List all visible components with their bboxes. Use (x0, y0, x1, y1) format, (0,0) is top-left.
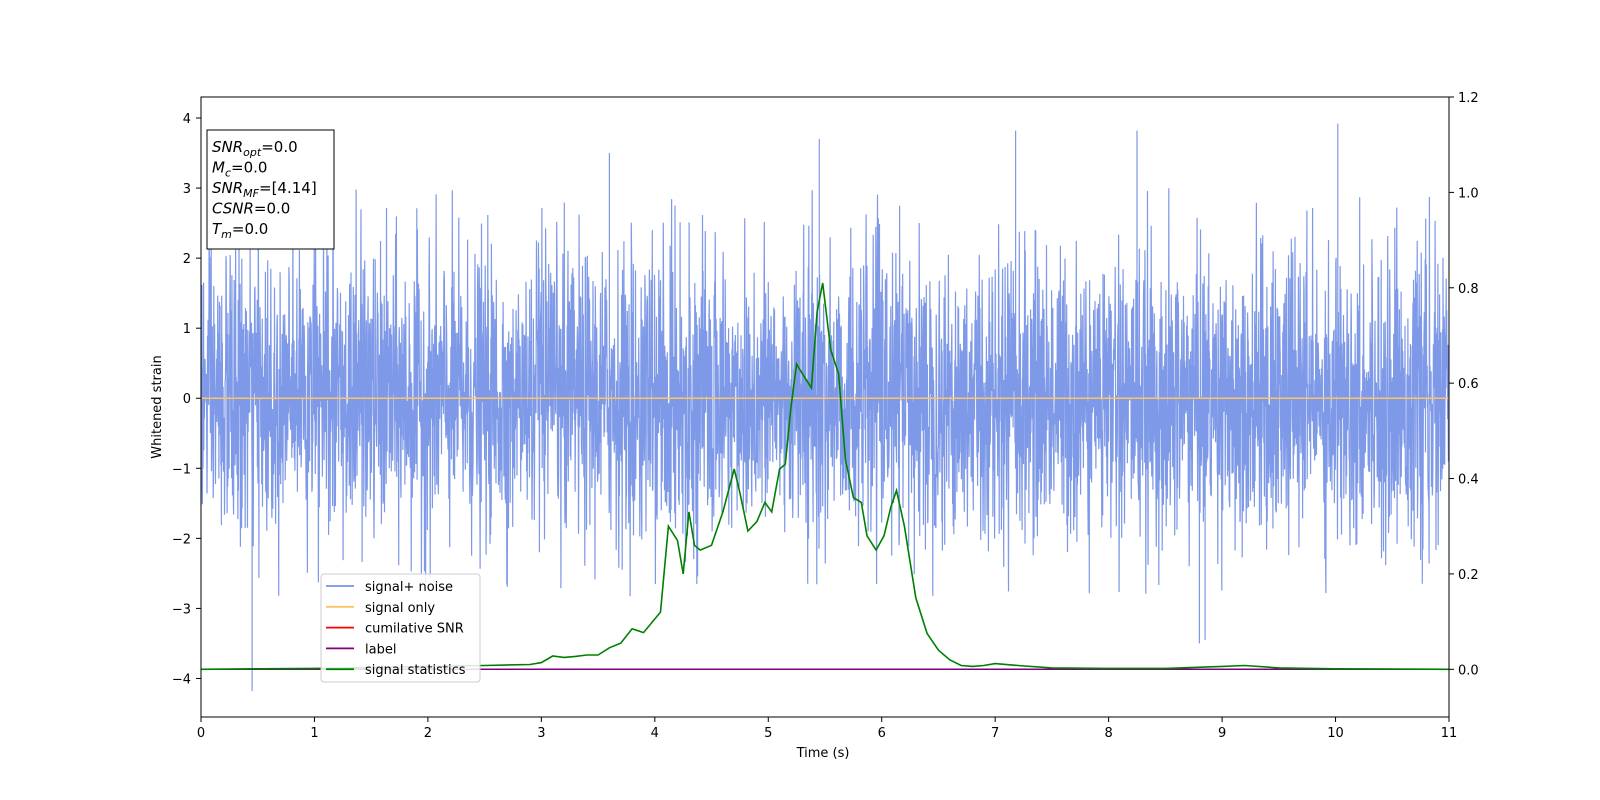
y-right-tick-label: 1.0 (1458, 186, 1479, 201)
annotation-subscript: m (221, 228, 232, 241)
y-axis-right: 1.2 1.0 0.8 0.6 0.4 0.2 0.0 (1449, 91, 1479, 678)
y-axis-left: 4 3 2 1 0 −1 −2 −3 −4 (172, 112, 201, 687)
annotation-frame (206, 129, 335, 250)
signal-statistics-line (201, 282, 1449, 671)
x-tick-label: 1 (310, 726, 318, 741)
annotation-value: =[4.14] (259, 179, 317, 197)
x-tick-label: 4 (651, 726, 659, 741)
metrics-annotation-box: SNRopt=0.0Mc=0.0SNRMF=[4.14]CSNR=0.0Tm=0… (206, 129, 335, 250)
annotation-line: SNRopt=0.0 (212, 138, 298, 159)
annotation-symbol: SNR (212, 138, 243, 156)
x-tick-label: 0 (197, 726, 205, 741)
y-left-tick-label: −3 (172, 602, 191, 617)
y-right-tick-label: 0.8 (1458, 282, 1479, 297)
x-tick-label: 10 (1327, 726, 1344, 741)
y-right-tick-label: 1.2 (1458, 91, 1479, 106)
annotation-subscript: c (225, 167, 231, 180)
annotation-symbol: M (212, 159, 225, 177)
y-left-tick-label: −4 (172, 672, 191, 687)
y-left-tick-label: −1 (172, 462, 191, 477)
x-tick-label: 5 (764, 726, 772, 741)
annotation-line: CSNR=0.0 (212, 200, 290, 218)
legend: signal+ noise signal only cumilative SNR la… (320, 573, 481, 683)
signal-statistics-series (201, 282, 1449, 671)
signal-noise-series (201, 123, 1449, 692)
plot-area (201, 123, 1449, 692)
y-left-tick-label: 4 (183, 112, 191, 127)
y-left-tick-label: 2 (183, 252, 191, 267)
y-left-tick-label: 0 (183, 392, 191, 407)
x-tick-label: 3 (537, 726, 545, 741)
annotation-symbol: T (212, 220, 223, 238)
x-tick-label: 7 (991, 726, 999, 741)
legend-label-label: label (365, 642, 396, 657)
legend-label-signal-only: signal only (365, 601, 435, 616)
x-tick-label: 2 (424, 726, 432, 741)
legend-label-cumilative-snr: cumilative SNR (365, 622, 464, 637)
y-right-tick-label: 0.2 (1458, 568, 1479, 583)
x-tick-label: 11 (1441, 726, 1458, 741)
x-tick-label: 8 (1104, 726, 1112, 741)
annotation-value: =0.0 (261, 138, 297, 156)
annotation-line: Mc=0.0 (212, 159, 267, 180)
annotation-value: =0.0 (232, 220, 268, 238)
y-left-tick-label: 1 (183, 322, 191, 337)
y-axis-label: Whitened strain (150, 355, 165, 458)
annotation-subscript: opt (243, 146, 262, 159)
annotation-value: =0.0 (231, 159, 267, 177)
x-axis-label: Time (s) (796, 746, 850, 761)
legend-frame (320, 573, 481, 683)
y-left-tick-label: −2 (172, 532, 191, 547)
annotation-line: Tm=0.0 (212, 220, 268, 241)
x-axis: 0 1 2 3 4 5 6 7 8 9 10 11 (197, 717, 1457, 741)
y-right-tick-label: 0.6 (1458, 377, 1479, 392)
annotation-symbol: CSNR (212, 200, 254, 218)
legend-label-signal-statistics: signal statistics (365, 663, 466, 678)
y-right-tick-label: 0.4 (1458, 473, 1479, 488)
annotation-symbol: SNR (212, 179, 243, 197)
signal-noise-line (201, 123, 1449, 692)
plot-frame (200, 96, 1450, 718)
x-tick-label: 6 (878, 726, 886, 741)
annotation-line: SNRMF=[4.14] (212, 179, 317, 200)
y-right-tick-label: 0.0 (1458, 663, 1479, 678)
legend-label-signal-noise: signal+ noise (365, 580, 453, 595)
x-tick-label: 9 (1218, 726, 1226, 741)
y-left-tick-label: 3 (183, 182, 191, 197)
annotation-value: =0.0 (254, 200, 290, 218)
annotation-subscript: MF (243, 187, 259, 200)
